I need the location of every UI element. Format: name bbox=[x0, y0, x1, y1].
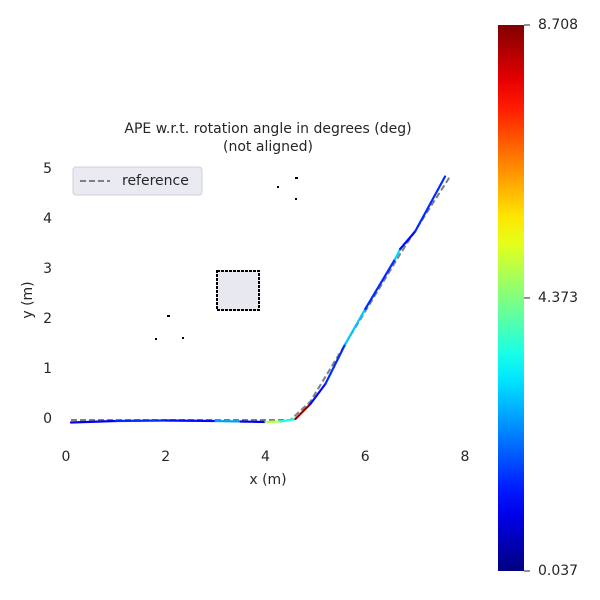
x-tick-label: 0 bbox=[62, 449, 71, 465]
colorbar-tick-label: 8.708 bbox=[538, 17, 578, 33]
map-features bbox=[155, 177, 298, 340]
trajectory-segment bbox=[294, 402, 312, 421]
y-tick-label: 0 bbox=[43, 411, 52, 427]
reference-line bbox=[70, 175, 451, 421]
chart-subtitle: (not aligned) bbox=[223, 139, 313, 155]
trajectory-segment bbox=[69, 419, 117, 424]
chart-title: APE w.r.t. rotation angle in degrees (de… bbox=[124, 121, 411, 137]
trajectory-segment bbox=[164, 419, 217, 423]
trajectory-segment bbox=[414, 175, 447, 233]
y-tick-label: 1 bbox=[43, 361, 52, 377]
colorbar-tick-label: 4.373 bbox=[538, 290, 578, 306]
y-tick-label: 4 bbox=[43, 211, 52, 227]
trajectory-segment bbox=[394, 247, 402, 261]
trajectory-segment bbox=[364, 257, 397, 311]
colorbar bbox=[498, 25, 524, 571]
trajectory-segment bbox=[309, 382, 327, 406]
trajectory-segment bbox=[324, 342, 347, 386]
legend bbox=[72, 166, 203, 196]
x-tick-label: 2 bbox=[161, 449, 170, 465]
trajectory-segment bbox=[344, 307, 367, 346]
x-tick-label: 8 bbox=[461, 449, 470, 465]
legend-label: reference bbox=[122, 173, 189, 189]
x-axis-label: x (m) bbox=[249, 472, 286, 488]
y-tick-label: 3 bbox=[43, 261, 52, 277]
trajectory-segment bbox=[239, 420, 267, 424]
x-tick-label: 6 bbox=[361, 449, 370, 465]
trajectory-segment bbox=[114, 419, 167, 423]
x-tick-label: 4 bbox=[261, 449, 270, 465]
y-tick-label: 5 bbox=[43, 161, 52, 177]
y-axis-label: y (m) bbox=[20, 281, 36, 318]
trajectory-segment bbox=[399, 230, 417, 251]
trajectory-segment bbox=[264, 420, 282, 424]
colorbar-tick-label: 0.037 bbox=[538, 563, 578, 579]
trajectory-segment bbox=[214, 419, 242, 423]
y-tick-label: 2 bbox=[43, 311, 52, 327]
trajectory-segment bbox=[279, 417, 297, 423]
